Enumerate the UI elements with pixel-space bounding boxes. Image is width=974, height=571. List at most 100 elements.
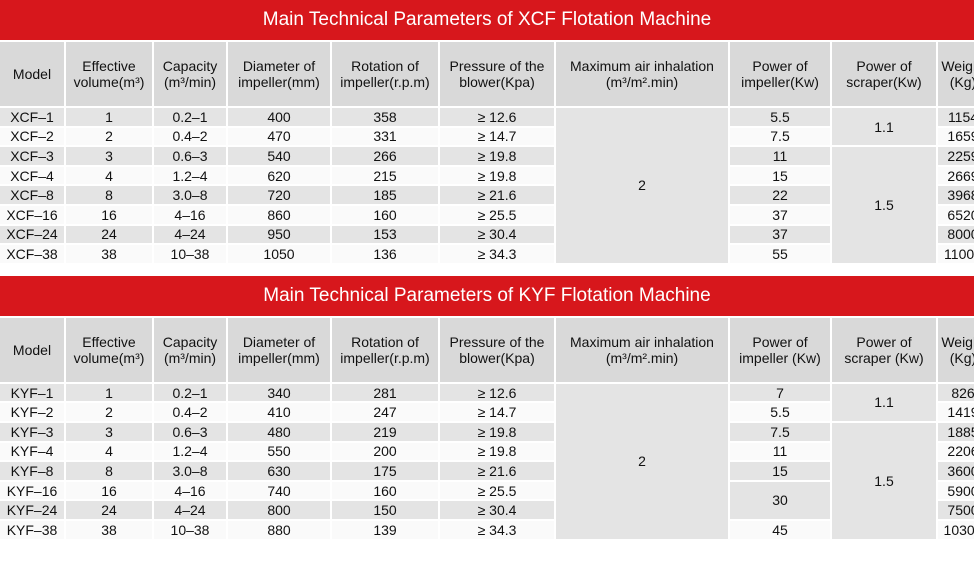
cell-volume: 4 — [66, 442, 152, 461]
cell-weight: 7500 — [938, 501, 974, 519]
cell-diameter: 480 — [228, 422, 330, 441]
cell-volume: 1 — [66, 383, 152, 402]
cell-diameter: 800 — [228, 501, 330, 519]
cell-weight: 3600 — [938, 462, 974, 480]
cell-volume: 38 — [66, 245, 152, 263]
cell-model: XCF–1 — [0, 108, 64, 126]
kyf-table: Model Effective volume(m³) Capacity (m³/… — [0, 316, 974, 541]
cell-volume: 24 — [66, 225, 152, 244]
cell-model: XCF–16 — [0, 205, 64, 224]
cell-pressure: ≥ 34.3 — [440, 245, 554, 263]
header-pressure: Pressure of the blower(Kpa) — [440, 317, 554, 382]
cell-capacity: 10–38 — [154, 520, 226, 539]
header-volume: Effective volume(m³) — [66, 317, 152, 382]
cell-power-impeller: 11 — [730, 442, 830, 461]
cell-model: XCF–24 — [0, 225, 64, 244]
cell-weight: 6520 — [938, 205, 974, 224]
xcf-header-row: Model Effective volume(m³) Capacity (m³/… — [0, 42, 974, 106]
cell-rotation: 219 — [332, 422, 438, 441]
cell-capacity: 0.2–1 — [154, 108, 226, 126]
cell-volume: 1 — [66, 108, 152, 126]
cell-power-impeller: 7.5 — [730, 127, 830, 146]
cell-volume: 8 — [66, 462, 152, 480]
cell-weight: 5900 — [938, 481, 974, 500]
header-power-scraper: Power of scraper (Kw) — [832, 317, 936, 382]
header-power-impeller: Power of impeller (Kw) — [730, 317, 830, 382]
cell-weight: 1419 — [938, 403, 974, 421]
cell-pressure: ≥ 30.4 — [440, 225, 554, 244]
cell-pressure: ≥ 21.6 — [440, 186, 554, 204]
header-rotation: Rotation of impeller(r.p.m) — [332, 42, 438, 106]
cell-capacity: 4–24 — [154, 501, 226, 519]
cell-pressure: ≥ 12.6 — [440, 108, 554, 126]
cell-power-impeller: 11 — [730, 147, 830, 165]
cell-diameter: 950 — [228, 225, 330, 244]
cell-rotation: 358 — [332, 108, 438, 126]
cell-model: XCF–2 — [0, 127, 64, 146]
cell-diameter: 630 — [228, 462, 330, 480]
cell-air-inhalation: 2 — [556, 108, 728, 263]
xcf-section: Main Technical Parameters of XCF Flotati… — [0, 0, 974, 265]
cell-rotation: 331 — [332, 127, 438, 146]
cell-diameter: 720 — [228, 186, 330, 204]
cell-diameter: 620 — [228, 166, 330, 185]
cell-capacity: 0.4–2 — [154, 127, 226, 146]
cell-power-impeller: 7.5 — [730, 422, 830, 441]
cell-power-impeller: 55 — [730, 245, 830, 263]
cell-model: XCF–4 — [0, 166, 64, 185]
cell-weight: 2669 — [938, 166, 974, 185]
header-diameter: Diameter of impeller(mm) — [228, 42, 330, 106]
cell-volume: 16 — [66, 205, 152, 224]
cell-weight: 826 — [938, 383, 974, 402]
cell-weight: 2259 — [938, 147, 974, 165]
cell-capacity: 4–16 — [154, 205, 226, 224]
cell-capacity: 10–38 — [154, 245, 226, 263]
cell-weight: 1154 — [938, 108, 974, 126]
cell-power-impeller: 5.5 — [730, 108, 830, 126]
cell-power-impeller: 7 — [730, 383, 830, 402]
cell-diameter: 860 — [228, 205, 330, 224]
header-capacity: Capacity (m³/min) — [154, 317, 226, 382]
cell-volume: 24 — [66, 501, 152, 519]
cell-weight: 1885 — [938, 422, 974, 441]
cell-model: KYF–1 — [0, 383, 64, 402]
cell-pressure: ≥ 25.5 — [440, 481, 554, 500]
kyf-header-row: Model Effective volume(m³) Capacity (m³/… — [0, 317, 974, 382]
cell-rotation: 200 — [332, 442, 438, 461]
cell-pressure: ≥ 34.3 — [440, 520, 554, 539]
cell-power-impeller: 15 — [730, 462, 830, 480]
cell-pressure: ≥ 25.5 — [440, 205, 554, 224]
cell-diameter: 340 — [228, 383, 330, 402]
cell-model: XCF–38 — [0, 245, 64, 263]
cell-power-impeller: 45 — [730, 520, 830, 539]
cell-power-impeller: 22 — [730, 186, 830, 204]
cell-power-impeller: 15 — [730, 166, 830, 185]
cell-model: KYF–4 — [0, 442, 64, 461]
cell-power-impeller: 37 — [730, 225, 830, 244]
cell-power-scraper: 1.5 — [832, 422, 936, 539]
cell-volume: 2 — [66, 403, 152, 421]
cell-weight: 2206 — [938, 442, 974, 461]
xcf-table: Model Effective volume(m³) Capacity (m³/… — [0, 40, 974, 265]
cell-diameter: 1050 — [228, 245, 330, 263]
cell-rotation: 247 — [332, 403, 438, 421]
cell-diameter: 400 — [228, 108, 330, 126]
header-rotation: Rotation of impeller(r.p.m) — [332, 317, 438, 382]
cell-power-scraper: 1.5 — [832, 147, 936, 263]
cell-volume: 4 — [66, 166, 152, 185]
cell-weight: 8000 — [938, 225, 974, 244]
cell-weight: 10300 — [938, 520, 974, 539]
cell-capacity: 0.4–2 — [154, 403, 226, 421]
